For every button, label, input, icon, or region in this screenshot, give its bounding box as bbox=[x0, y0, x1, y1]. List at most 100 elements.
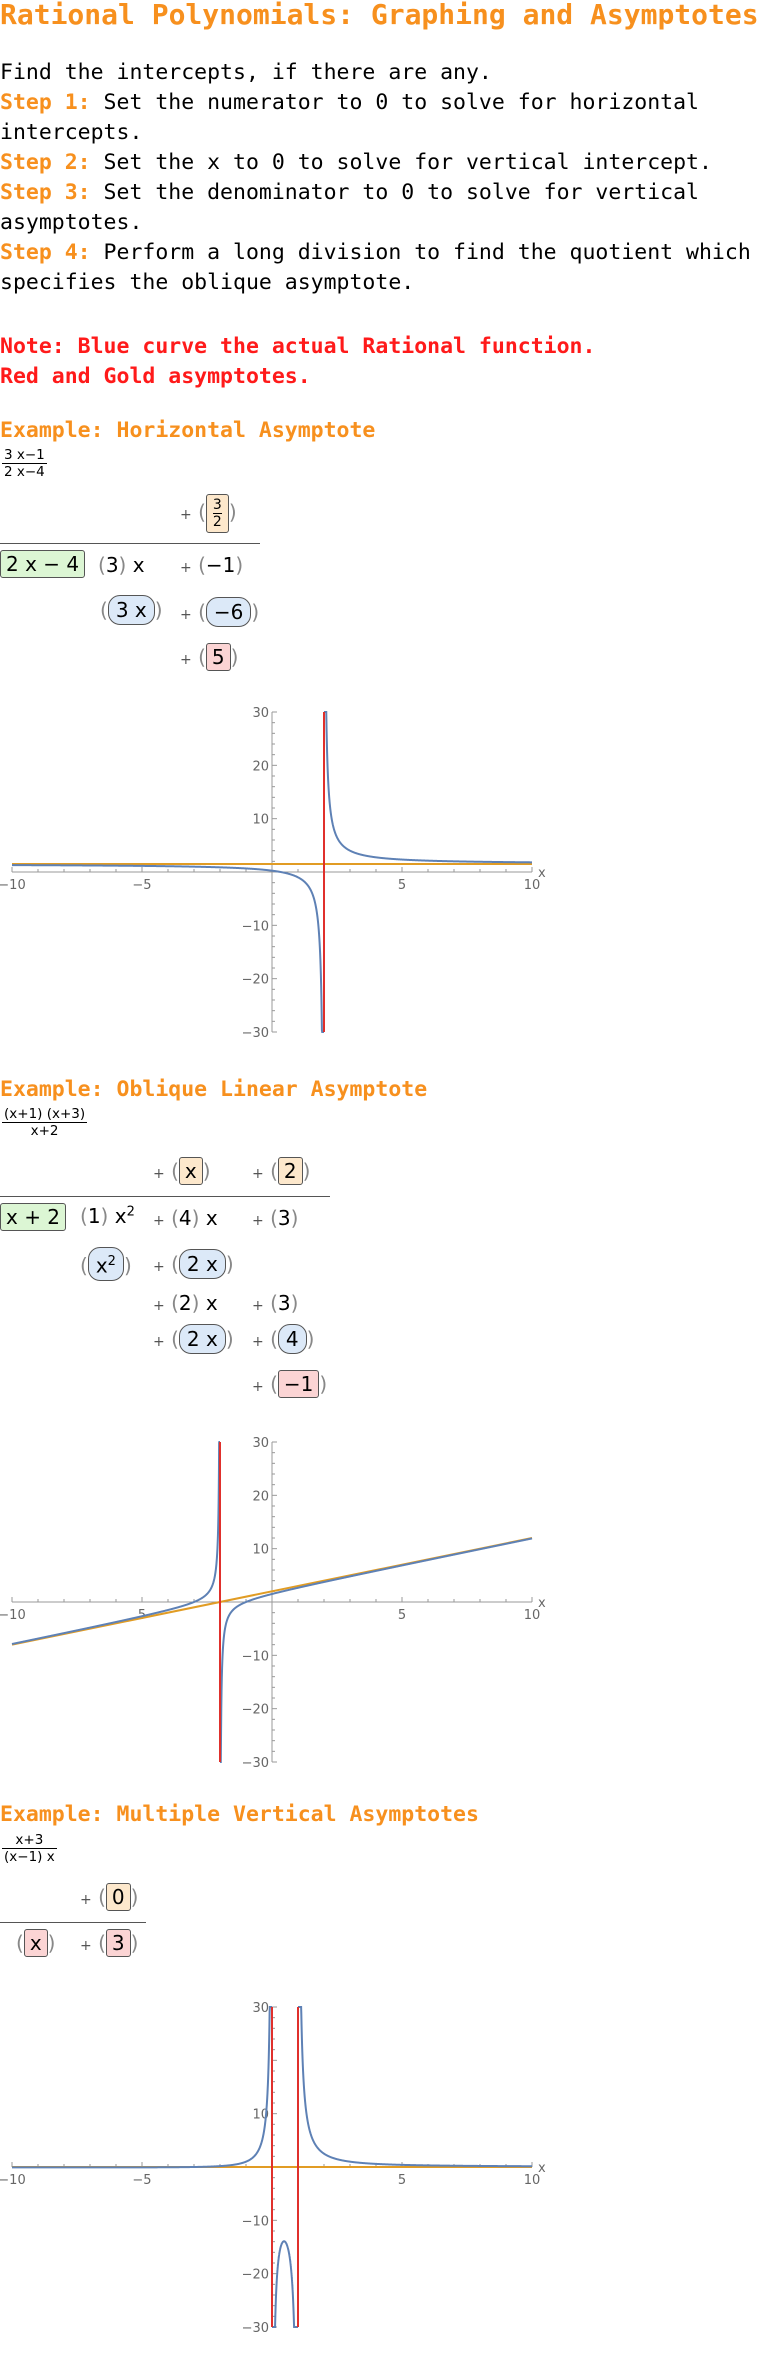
remainder-term: + (5) bbox=[180, 643, 239, 671]
step-label: Step 3: bbox=[0, 180, 91, 205]
step-text: Set the denominator to 0 to solve for ve… bbox=[0, 180, 699, 235]
row-term: + (3) bbox=[252, 1291, 299, 1315]
x-tick-label: −5 bbox=[132, 878, 151, 893]
step-2: Step 2: Set the x to 0 to solve for vert… bbox=[0, 148, 760, 178]
remainder-box: −1 bbox=[277, 1370, 320, 1398]
y-tick-label: 10 bbox=[252, 813, 269, 828]
quotient-box: 0 bbox=[105, 1883, 131, 1911]
step-1: Step 1: Set the numerator to 0 to solve … bbox=[0, 88, 760, 148]
remainder-box: 5 bbox=[205, 643, 231, 671]
exponent: 2 bbox=[126, 1204, 135, 1220]
y-tick-label: −10 bbox=[242, 2214, 269, 2229]
rational-fraction: 3 x−1 2 x−4 bbox=[2, 447, 47, 480]
y-tick-label: −30 bbox=[242, 1756, 269, 1771]
subtract-box: 2 x bbox=[178, 1324, 226, 1354]
subtract-box: −6 bbox=[205, 597, 252, 627]
x-tick-label: 5 bbox=[398, 878, 406, 893]
division-bar bbox=[0, 543, 260, 545]
function-curve bbox=[219, 1537, 533, 1763]
quotient-term: + (x) bbox=[153, 1157, 211, 1185]
y-tick-label: 30 bbox=[252, 1436, 269, 1451]
y-tick-label: −20 bbox=[242, 973, 269, 988]
dividend-term: (1) x2 bbox=[80, 1204, 135, 1228]
y-tick-label: 10 bbox=[252, 1543, 269, 1558]
x-axis-label: x bbox=[538, 1596, 546, 1611]
denominator: (x−1) x bbox=[4, 1849, 55, 1865]
division-bar bbox=[0, 1196, 330, 1198]
denominator: x+2 bbox=[30, 1123, 59, 1139]
function-curve bbox=[298, 2006, 532, 2168]
dividend-term: + (4) x bbox=[153, 1206, 218, 1230]
step-text: Perform a long division to find the quot… bbox=[0, 240, 751, 295]
division-bar bbox=[0, 1922, 146, 1924]
rational-fraction: x+3 (x−1) x bbox=[2, 1832, 57, 1865]
note-line: Red and Gold asymptotes. bbox=[0, 364, 311, 389]
subtract-box: 2 x bbox=[178, 1249, 226, 1279]
dividend-term: + (3) bbox=[80, 1929, 139, 1957]
quotient-term: + (0) bbox=[80, 1883, 139, 1911]
step-4: Step 4: Perform a long division to find … bbox=[0, 238, 760, 298]
function-curve bbox=[324, 711, 532, 864]
divisor: 2 x − 4 bbox=[0, 550, 86, 578]
color-note: Note: Blue curve the actual Rational fun… bbox=[0, 332, 595, 392]
divisor: x + 2 bbox=[0, 1203, 67, 1231]
var: x bbox=[205, 1206, 218, 1230]
x-tick-label: 10 bbox=[524, 1608, 541, 1623]
note-line: Note: Blue curve the actual Rational fun… bbox=[0, 334, 596, 359]
x-tick-label: 5 bbox=[398, 1608, 406, 1623]
chart-plot: −10 −5 5 10 30 20 10 −10 −20 −30 x bbox=[0, 706, 546, 1041]
intro-text: Find the intercepts, if there are any. bbox=[0, 60, 492, 85]
x-tick-label: 10 bbox=[524, 878, 541, 893]
x-tick-label: −5 bbox=[132, 2173, 151, 2188]
step-text: Set the numerator to 0 to solve for hori… bbox=[0, 90, 699, 145]
quotient-numerator: 3 bbox=[212, 497, 222, 514]
example-heading: Example: Multiple Vertical Asymptotes bbox=[0, 1802, 479, 1827]
divisor-box: 2 x − 4 bbox=[0, 550, 86, 578]
dividend-term: + (3) bbox=[252, 1206, 299, 1230]
const: −1 bbox=[205, 553, 236, 577]
function-curve bbox=[272, 2240, 298, 2328]
x-axis-label: x bbox=[538, 2161, 546, 2176]
y-tick-label: −30 bbox=[242, 1026, 269, 1041]
step-text: Set the x to 0 to solve for vertical int… bbox=[90, 150, 712, 175]
dividend-term: (3) x bbox=[98, 553, 145, 577]
quotient-denominator: 2 bbox=[212, 514, 222, 530]
subtract-box: 4 bbox=[277, 1324, 307, 1354]
quotient-term: + (3 2) bbox=[180, 494, 237, 533]
y-tick-label: −10 bbox=[242, 1649, 269, 1664]
x-tick-label: 10 bbox=[524, 2173, 541, 2188]
var: x bbox=[95, 1253, 108, 1278]
y-tick-label: 30 bbox=[252, 2001, 269, 2016]
row-term: + (2) x bbox=[153, 1291, 218, 1315]
var: x bbox=[205, 1291, 218, 1315]
dividend-box: 3 bbox=[105, 1929, 131, 1957]
function-curve bbox=[12, 2006, 272, 2169]
function-curve bbox=[12, 864, 324, 1033]
quotient-box: 2 bbox=[277, 1157, 303, 1185]
y-tick-label: 30 bbox=[252, 706, 269, 721]
example-heading: Example: Horizontal Asymptote bbox=[0, 418, 376, 443]
y-tick-label: −30 bbox=[242, 2321, 269, 2336]
subtract-term: + (2 x) bbox=[153, 1324, 234, 1354]
exponent: 2 bbox=[107, 1254, 116, 1269]
subtract-term: + (2 x) bbox=[153, 1249, 234, 1279]
dividend-term: + (−1) bbox=[180, 553, 244, 577]
subtract-term: (3 x) bbox=[100, 595, 163, 625]
step-label: Step 1: bbox=[0, 90, 91, 115]
numerator: (x+1) (x+3) bbox=[2, 1106, 88, 1123]
subtract-term: + (4) bbox=[252, 1324, 314, 1354]
x-tick-label: −10 bbox=[0, 878, 26, 893]
var: x bbox=[114, 1204, 127, 1228]
x-tick-label: −10 bbox=[0, 1608, 26, 1623]
coef: 4 bbox=[178, 1206, 192, 1230]
x-tick-label: −10 bbox=[0, 2173, 26, 2188]
step-label: Step 4: bbox=[0, 240, 91, 265]
subtract-box: 3 x bbox=[107, 595, 155, 625]
subtract-term: + (−6) bbox=[180, 597, 259, 627]
rational-fraction: (x+1) (x+3) x+2 bbox=[2, 1106, 88, 1139]
x-axis-label: x bbox=[538, 866, 546, 881]
function-curve bbox=[11, 1441, 221, 1645]
numerator: 3 x−1 bbox=[2, 447, 47, 464]
